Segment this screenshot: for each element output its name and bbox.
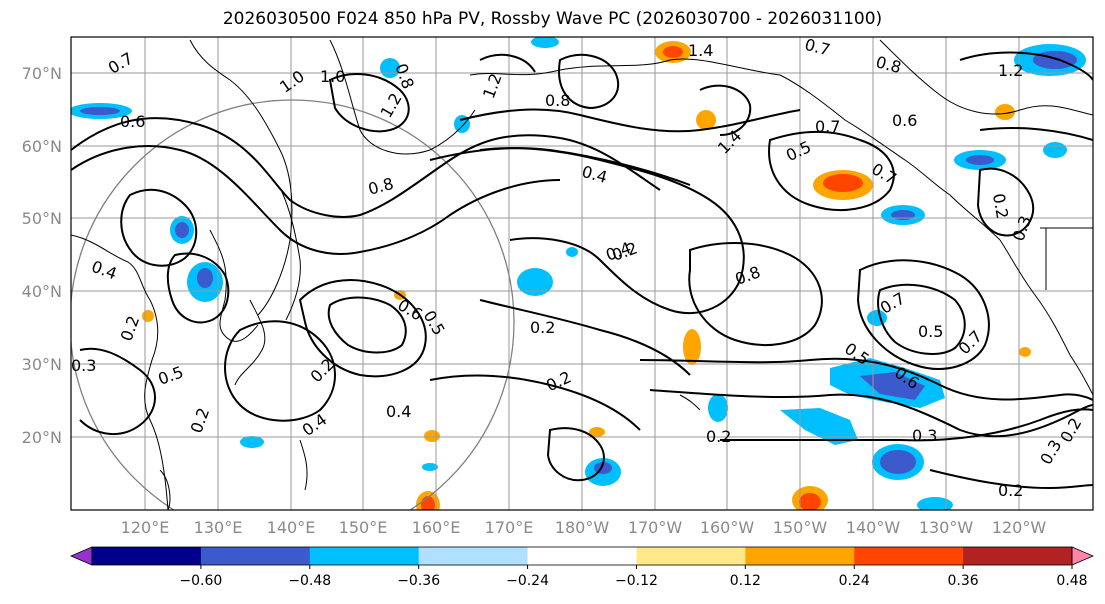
colorbar-tick-label: −0.12 <box>615 573 658 589</box>
colorbar-tick-label: −0.24 <box>506 573 549 589</box>
shade-positive <box>995 104 1015 120</box>
shade-positive <box>696 110 716 130</box>
lon-label: 170°E <box>485 518 534 537</box>
lat-label: 40°N <box>22 282 62 301</box>
lon-label: 150°E <box>339 518 388 537</box>
contour-label: 0.6 <box>892 111 917 130</box>
colorbar-tick-label: 0.24 <box>839 573 870 589</box>
shade-negative <box>917 497 953 510</box>
reference-circle <box>71 99 515 510</box>
colorbar-segment <box>309 547 420 565</box>
lon-label: 160°W <box>700 518 755 537</box>
colorbar-frame <box>91 546 1073 566</box>
lon-label: 180°W <box>555 518 610 537</box>
coastlines <box>71 39 1093 510</box>
contour-label: 0.5 <box>918 322 943 341</box>
lon-label: 120°W <box>992 518 1047 537</box>
colorbar-tick-label: −0.60 <box>179 573 222 589</box>
colorbar-extend-high <box>1071 546 1095 566</box>
map-title: 2026030500 F024 850 hPa PV, Rossby Wave … <box>222 9 883 29</box>
colorbar-tick-label: −0.36 <box>397 573 440 589</box>
shade-negative <box>1043 142 1067 158</box>
lon-axis-labels: 120°E 130°E 140°E 150°E 160°E 170°E 180°… <box>121 518 1047 537</box>
shade-negative-core <box>175 222 189 238</box>
lon-label: 140°W <box>846 518 901 537</box>
shade-positive-core <box>421 496 435 510</box>
colorbar-segment <box>527 547 637 565</box>
lon-label: 170°W <box>628 518 683 537</box>
colorbar-segment <box>636 547 746 565</box>
colorbar: −0.60 −0.48 −0.36 −0.24 −0.12 0.12 0.24 0.36 0.4… <box>69 546 1095 589</box>
colorbar-segment <box>92 547 202 565</box>
shade-negative-core <box>966 155 994 165</box>
shade-negative-core <box>880 450 916 474</box>
shade-negative <box>708 394 728 422</box>
contour-label: 1.0 <box>320 67 345 86</box>
shade-positive-core <box>823 174 863 192</box>
contour-label: 0.8 <box>545 91 570 110</box>
colorbar-extend-low <box>69 546 93 566</box>
contour-label: 0.3 <box>71 356 96 375</box>
contour-label: 1.4 <box>688 41 713 60</box>
contour-label: 0.7 <box>815 117 840 136</box>
shade-positive <box>1019 347 1031 357</box>
lon-label: 150°W <box>773 518 828 537</box>
colorbar-segment <box>963 547 1073 565</box>
contour-label: 0.2 <box>998 481 1023 500</box>
contour-label: 0.4 <box>386 402 411 421</box>
shade-positive-core <box>799 493 821 510</box>
contour-label: 1.2 <box>998 61 1023 80</box>
colorbar-segment <box>854 547 964 565</box>
lon-label: 160°E <box>412 518 461 537</box>
contour-label: 0.2 <box>989 192 1012 220</box>
map-plot-area: 0.7 0.6 1.0 1.0 1.2 0.8 0.8 1.2 0.8 0.4 … <box>71 35 1093 510</box>
shade-negative-core <box>1033 51 1077 69</box>
colorbar-tick-label: 0.36 <box>948 573 979 589</box>
lat-axis-labels: 70°N 60°N 50°N 40°N 30°N 20°N <box>22 64 62 447</box>
colorbar-tick-label: −0.48 <box>288 573 331 589</box>
colorbar-segment <box>418 547 529 565</box>
shade-negative-core <box>80 107 120 115</box>
contour-label: 0.7 <box>803 35 833 60</box>
lat-label: 60°N <box>22 137 62 156</box>
contour-label: 0.3 <box>912 426 937 445</box>
colorbar-tick-label: 0.48 <box>1056 573 1087 589</box>
lat-label: 70°N <box>22 64 62 83</box>
shade-positive <box>424 430 440 442</box>
lon-label: 130°E <box>194 518 243 537</box>
lon-label: 140°E <box>267 518 316 537</box>
colorbar-segment <box>745 547 855 565</box>
lat-label: 20°N <box>22 428 62 447</box>
lat-label: 50°N <box>22 209 62 228</box>
shade-negative <box>422 463 438 471</box>
shade-negative-core <box>860 372 925 400</box>
colorbar-segment <box>200 547 311 565</box>
colorbar-tick-label: 0.12 <box>730 573 761 589</box>
map-frame <box>70 36 1094 511</box>
shade-negative-core <box>197 268 213 288</box>
shade-negative <box>517 268 553 296</box>
shade-positive <box>683 329 701 365</box>
shade-positive <box>142 310 154 322</box>
lon-label: 120°E <box>121 518 170 537</box>
shade-negative <box>566 247 578 257</box>
shade-negative <box>240 436 264 448</box>
contour-label: 0.2 <box>706 427 731 446</box>
contour-label: 0.2 <box>530 318 555 337</box>
shade-positive <box>589 427 605 437</box>
contour-label: 0.6 <box>120 112 145 131</box>
shade-negative <box>531 37 559 48</box>
pv-contours <box>71 51 1093 490</box>
lon-label: 130°W <box>919 518 974 537</box>
shade-positive-core <box>663 46 683 58</box>
lat-label: 30°N <box>22 355 62 374</box>
